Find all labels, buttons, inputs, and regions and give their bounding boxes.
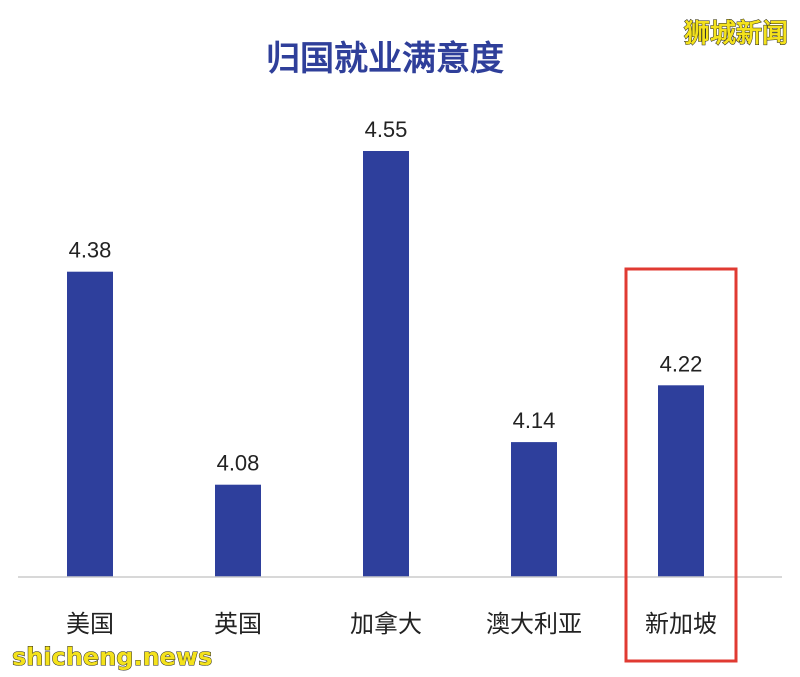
value-label-2: 4.55 [365,117,408,142]
chart-title: 归国就业满意度 [266,39,504,79]
watermark-top-right: 狮城新闻 [684,18,788,49]
bar-2 [363,151,409,577]
category-label-0: 美国 [66,610,114,638]
bar-3 [511,442,557,577]
category-label-1: 英国 [214,610,262,638]
highlight-box [624,267,738,663]
watermark-bottom-left: shicheng.news [12,643,212,671]
bar-4 [658,385,704,577]
category-label-4: 新加坡 [645,610,717,638]
value-label-0: 4.38 [69,238,112,263]
bars-layer: 4.38 美国 4.08 英国 4.55 加拿大 4.14 澳大利亚 4.22 新加坡 [66,117,717,638]
bar-0 [67,271,113,577]
value-label-3: 4.14 [513,408,556,433]
bar-1 [215,484,261,577]
value-label-1: 4.08 [217,451,260,476]
category-label-3: 澳大利亚 [486,610,582,638]
category-label-2: 加拿大 [350,610,422,638]
value-label-4: 4.22 [660,351,703,376]
